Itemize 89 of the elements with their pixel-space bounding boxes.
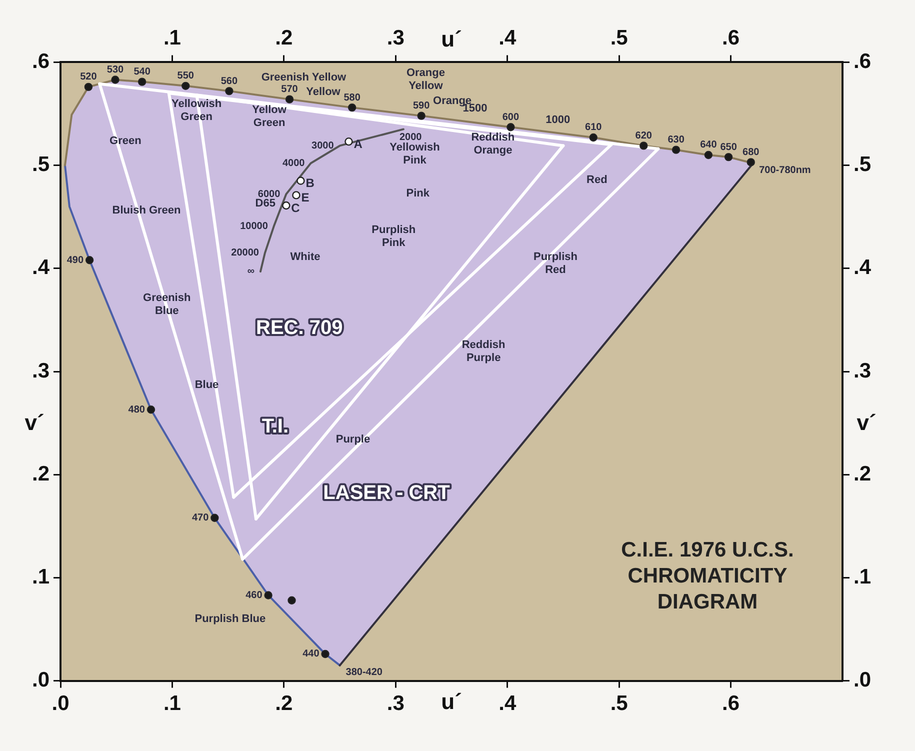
x-axis-title: u´	[441, 688, 462, 714]
annotation: 590	[412, 100, 430, 112]
annotation: Yellowish Green	[172, 98, 222, 123]
annotation: 520	[80, 72, 98, 83]
annotation: 470	[192, 512, 210, 524]
annotation: 480	[128, 404, 146, 416]
y2-tick-label: .0	[853, 668, 871, 692]
series-label: REC. 709	[256, 316, 343, 339]
annotation: Reddish Orange	[471, 131, 515, 156]
y-tick-label: .0	[32, 668, 50, 692]
x2-tick-label: .3	[386, 26, 404, 50]
annotation: 460	[246, 590, 263, 601]
x2-tick-label: .1	[163, 26, 182, 50]
y-tick-label: .3	[32, 359, 50, 382]
annotation: 680	[742, 146, 760, 158]
annotation: Green	[110, 134, 142, 147]
y-axis-title: v´	[24, 410, 44, 436]
annotation: Orange Yellow	[406, 67, 445, 92]
annotation: Bluish Green	[112, 204, 182, 217]
x-tick-label: .5	[610, 692, 628, 716]
annotation: 2000	[399, 132, 422, 143]
annotation: B	[306, 176, 315, 190]
annotation: 650	[720, 142, 738, 153]
annotation: Purple	[336, 434, 370, 446]
annotation: A	[354, 136, 363, 151]
annotation: Blue	[194, 379, 219, 392]
y2-tick-label: .3	[853, 359, 871, 382]
annotation: 530	[106, 64, 124, 76]
annotation: D65	[255, 197, 276, 210]
y2-tick-label: .5	[853, 153, 872, 176]
x2-tick-label: .4	[498, 26, 516, 50]
annotation: Pink	[406, 187, 430, 200]
y-tick-label: .2	[32, 462, 50, 486]
y2-tick-label: .4	[853, 256, 872, 280]
annotation: 440	[302, 648, 320, 660]
annotation: Yellowish Pink	[390, 141, 440, 166]
annotation: 20000	[231, 248, 260, 259]
annotation: Purplish Blue	[194, 612, 266, 625]
annotation: Reddish Purple	[462, 339, 506, 364]
text: C.I.E. 1976 U.C.S. CHROMATICITY DIAGRAM	[621, 538, 794, 614]
annotation: Yellow Green	[252, 104, 287, 130]
annotation: 700-780nm	[759, 164, 811, 176]
annotation: Purplish Pink	[372, 224, 416, 250]
x2-tick-label: .6	[722, 26, 740, 50]
x2-tick-label: .2	[275, 26, 293, 50]
annotation: Greenish Yellow	[261, 72, 347, 84]
annotation: Purplish Red	[533, 250, 578, 276]
y-tick-label: .5	[32, 153, 50, 176]
annotation: 3000	[312, 140, 334, 152]
annotation: 610	[585, 122, 602, 134]
series-label: LASER - CRT	[323, 482, 450, 504]
annotation: 640	[700, 140, 718, 151]
annotation: ∞	[247, 266, 254, 278]
x2-axis-title: u´	[441, 26, 462, 52]
x2-tick-label: .5	[610, 26, 628, 50]
y-tick-label: .6	[32, 50, 50, 73]
annotation: Yellow	[306, 86, 341, 98]
annotation: 490	[66, 254, 84, 266]
annotation: E	[301, 190, 310, 205]
series-label: T.I.	[262, 415, 289, 438]
x-tick-label: .4	[498, 692, 516, 716]
annotation: 620	[635, 130, 652, 142]
x-tick-label: .3	[386, 692, 404, 716]
annotation: 630	[668, 134, 685, 146]
y2-tick-label: .2	[853, 462, 871, 486]
y2-tick-label: .6	[853, 50, 871, 73]
x-tick-label: .1	[163, 692, 182, 716]
annotation: 540	[134, 66, 151, 78]
annotation: Red	[586, 174, 608, 186]
annotation: White	[290, 251, 320, 264]
annotation: 6000	[258, 188, 281, 200]
x-tick-label: .6	[722, 692, 740, 716]
x-tick-label: .2	[275, 692, 293, 716]
annotation: 570	[281, 84, 298, 96]
annotation: 4000	[282, 158, 306, 169]
y2-tick-label: .1	[853, 565, 872, 588]
x-tick-label: .0	[52, 692, 70, 716]
annotation: 560	[220, 76, 238, 87]
annotation: 550	[177, 70, 194, 82]
annotation: Greenish Blue	[143, 292, 191, 318]
annotation: C	[291, 200, 300, 215]
annotation: 580	[344, 92, 361, 104]
y2-axis-title: v´	[856, 410, 876, 436]
annotation: 10000	[240, 220, 268, 232]
annotation: 380-420	[346, 667, 383, 678]
annotation: 600	[502, 112, 520, 123]
y-tick-label: .4	[32, 256, 50, 280]
annotation: 1000	[546, 114, 570, 126]
y-tick-label: .1	[32, 565, 50, 588]
